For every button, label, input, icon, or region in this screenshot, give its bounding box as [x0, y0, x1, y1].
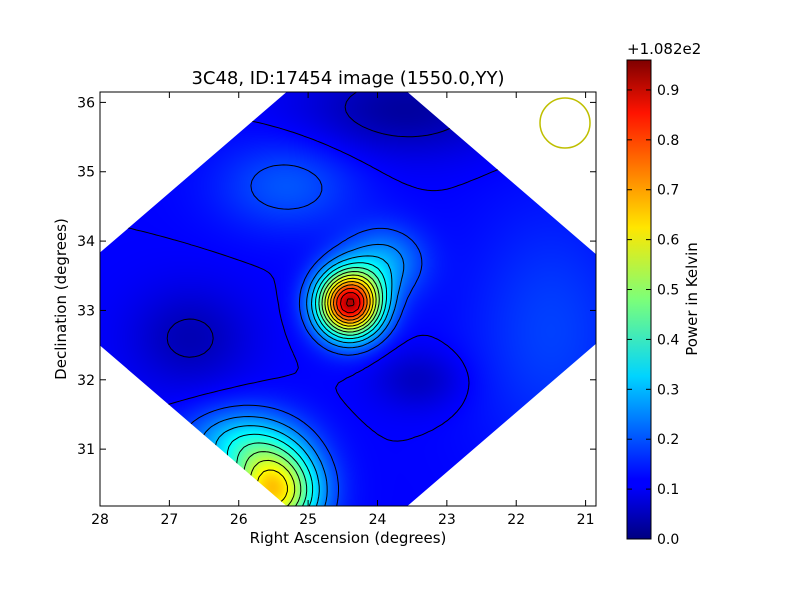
colorbar-tick-label-8: 0.8 — [657, 133, 679, 149]
colorbar-tick-label-4: 0.4 — [657, 332, 679, 348]
plot-area: 28 27 26 25 24 23 22 21 31 32 33 34 35 36 — [77, 91, 597, 528]
contour-level-4 — [214, 255, 393, 506]
colorbar-tick-label-5: 0.5 — [657, 283, 679, 299]
plot-frame — [99, 91, 597, 507]
chart-title: 3C48, ID:17454 image (1550.0,YY) — [191, 68, 504, 89]
x-tick-label-2: 26 — [230, 512, 248, 528]
contour-lines — [100, 92, 596, 506]
colorbar-offset-text: +1.082e2 — [627, 40, 701, 58]
y-tick-label-3: 34 — [77, 234, 95, 250]
colorbar: 0.00.10.20.30.40.50.60.70.80.9 +1.082e2 … — [626, 40, 701, 548]
x-axis-ticks: 28 27 26 25 24 23 22 21 — [91, 92, 595, 528]
x-tick-label-1: 27 — [160, 512, 178, 528]
colorbar-gradient — [627, 60, 651, 539]
y-tick-label-0: 31 — [77, 442, 95, 458]
beam-marker — [539, 97, 591, 149]
x-axis-label: Right Ascension (degrees) — [250, 529, 447, 547]
contour-level-12 — [336, 287, 365, 318]
x-tick-label-3: 25 — [299, 512, 317, 528]
colorbar-tick-label-7: 0.7 — [657, 183, 679, 199]
colorbar-frame — [626, 59, 652, 540]
colorbar-tick-label-0: 0.0 — [657, 532, 679, 548]
contour-level-10 — [330, 281, 371, 324]
x-tick-label-0: 28 — [91, 512, 109, 528]
x-tick-label-7: 21 — [577, 512, 595, 528]
colorbar-tick-label-9: 0.9 — [657, 83, 679, 99]
colorbar-tick-label-3: 0.3 — [657, 382, 679, 398]
contour-level-3 — [200, 243, 405, 506]
y-tick-label-2: 33 — [77, 303, 95, 319]
contour-level-14 — [346, 298, 355, 307]
y-tick-label-5: 36 — [77, 95, 95, 111]
colorbar-tick-label-6: 0.6 — [657, 233, 679, 249]
colorbar-ticks: 0.0 0.1 0.2 0.3 0.4 0.5 0.6 0.7 0.8 0.9 — [627, 83, 679, 548]
colorbar-tick-label-1: 0.1 — [657, 482, 679, 498]
y-axis-label: Declination (degrees) — [52, 218, 70, 380]
contour-level-11 — [332, 284, 368, 321]
x-tick-label-4: 24 — [369, 512, 387, 528]
colorbar-tick-label-2: 0.2 — [657, 432, 679, 448]
contour-level-6 — [236, 267, 384, 506]
y-tick-label-4: 35 — [77, 165, 95, 181]
y-axis-ticks: 31 32 33 34 35 36 — [77, 95, 596, 458]
x-tick-label-6: 22 — [507, 512, 525, 528]
x-tick-label-5: 23 — [438, 512, 456, 528]
y-tick-label-1: 32 — [77, 373, 95, 389]
contour-level-13 — [340, 292, 361, 314]
colorbar-label: Power in Kelvin — [683, 242, 701, 356]
